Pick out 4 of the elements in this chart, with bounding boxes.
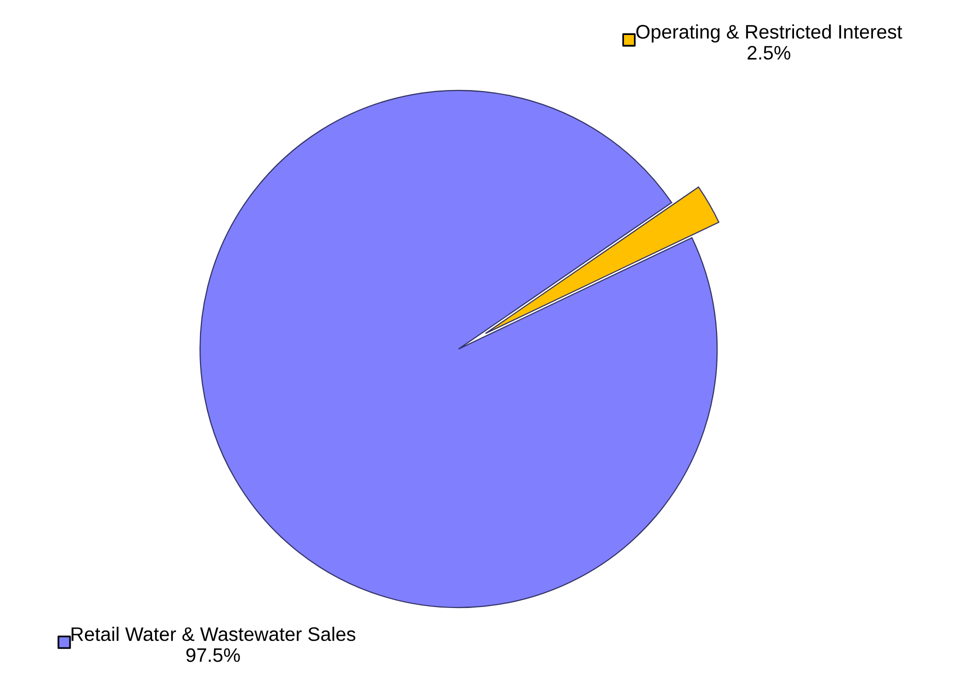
data-label: 97.5%: [186, 648, 240, 662]
data-label: 2.5%: [748, 46, 790, 60]
legend-label: Operating & Restricted Interest: [636, 24, 902, 43]
legend-label: Retail Water & Wastewater Sales: [72, 626, 356, 642]
